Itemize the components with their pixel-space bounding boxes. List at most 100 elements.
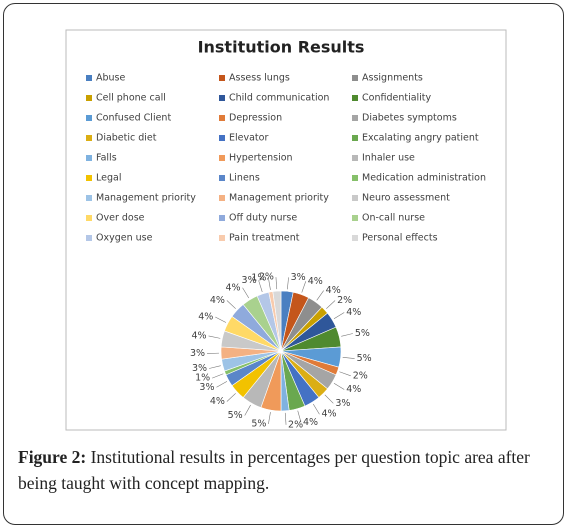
leader-line [215,316,227,323]
legend-label: Hypertension [229,153,293,164]
legend-label: On-call nurse [362,213,425,224]
legend-swatch [219,75,225,81]
legend-swatch [352,175,358,181]
legend-swatch [352,235,358,241]
legend-label: Depression [229,113,282,124]
legend-swatch [86,235,92,241]
legend-label: Assess lungs [229,73,290,84]
legend-swatch [352,215,358,221]
data-label: 4% [210,396,225,407]
legend-swatch [219,95,225,101]
leader-line [287,277,289,290]
data-label: 4% [210,295,225,306]
caption-text: Institutional results in percentages per… [18,447,530,493]
legend-swatch [86,155,92,161]
legend-label: Oxygen use [96,233,153,244]
data-label: 5% [357,353,372,364]
legend-swatch [86,75,92,81]
legend-swatch [352,135,358,141]
leader-line [297,410,302,423]
leader-line [258,280,263,292]
leader-line [242,287,250,299]
legend-swatch [86,195,92,201]
legend-label: Management priority [229,193,329,204]
data-label: 4% [346,384,361,395]
caption: Figure 2: Institutional results in perce… [18,444,558,496]
legend-label: Linens [229,173,260,184]
legend-label: Falls [96,153,117,164]
leader-line [216,381,228,388]
legend-swatch [352,75,358,81]
leader-line [324,394,334,404]
data-label: 1% [195,373,210,384]
leader-line [316,290,324,301]
data-label: 2% [353,370,368,381]
legend-swatch [219,175,225,181]
legend-label: Over dose [96,213,145,224]
leader-line [268,278,271,290]
leader-line [209,365,221,369]
chart-title: Institution Results [198,38,365,57]
data-label: 4% [321,409,336,420]
legend-swatch [219,215,225,221]
legend-label: Legal [96,173,121,184]
data-label: 4% [191,330,206,341]
data-label: 5% [251,418,266,429]
legend-label: Abuse [96,73,125,84]
legend-label: Elevator [229,133,268,144]
legend-label: Diabetes symptoms [362,113,457,124]
legend-label: Personal effects [362,233,438,244]
legend-label: Assignments [362,73,423,84]
data-label: 2% [337,295,352,306]
data-label: 3% [242,275,257,286]
leader-line [212,373,224,379]
legend-label: Pain treatment [229,233,300,244]
data-label: 1% [251,273,266,284]
leader-line [301,281,307,293]
leader-line [244,404,251,416]
data-label: 5% [228,410,243,421]
leader-line [208,335,221,339]
legend-label: Off duty nurse [229,213,297,224]
leader-line [226,300,236,309]
legend-label: Cell phone call [96,93,166,104]
leader-line [333,382,345,390]
data-label: 4% [303,417,318,428]
data-label: 3% [199,382,214,393]
data-label: 4% [326,285,341,296]
legend-swatch [86,135,92,141]
legend-swatch [86,95,92,101]
legend-label: Confidentiality [362,93,432,104]
legend-swatch [352,95,358,101]
leader-line [326,300,336,309]
legend-label: Excalating angry patient [362,133,479,144]
data-label: 2% [288,419,303,430]
data-label: 4% [225,282,240,293]
data-label: 3% [291,272,306,283]
data-label: 4% [308,276,323,287]
legend-label: Diabetic diet [96,133,157,144]
leader-line [339,371,351,377]
data-label: 4% [198,311,213,322]
figure-frame [3,3,564,525]
leader-line [312,403,320,415]
legend-swatch [219,115,225,121]
pie-slice [272,290,282,352]
legend-label: Inhaler use [362,153,415,164]
data-label: 3% [335,398,350,409]
data-label: 3% [190,348,205,359]
data-label: 3% [192,363,207,374]
legend-label: Management priority [96,193,196,204]
legend-label: Medication administration [362,173,486,184]
leader-line [275,277,278,290]
legend-swatch [86,115,92,121]
legend-swatch [352,155,358,161]
legend-swatch [86,175,92,181]
leader-line [268,412,271,424]
legend-swatch [219,195,225,201]
leader-line [226,393,236,402]
leader-line [333,312,345,320]
legend-swatch [219,155,225,161]
legend-swatch [352,195,358,201]
